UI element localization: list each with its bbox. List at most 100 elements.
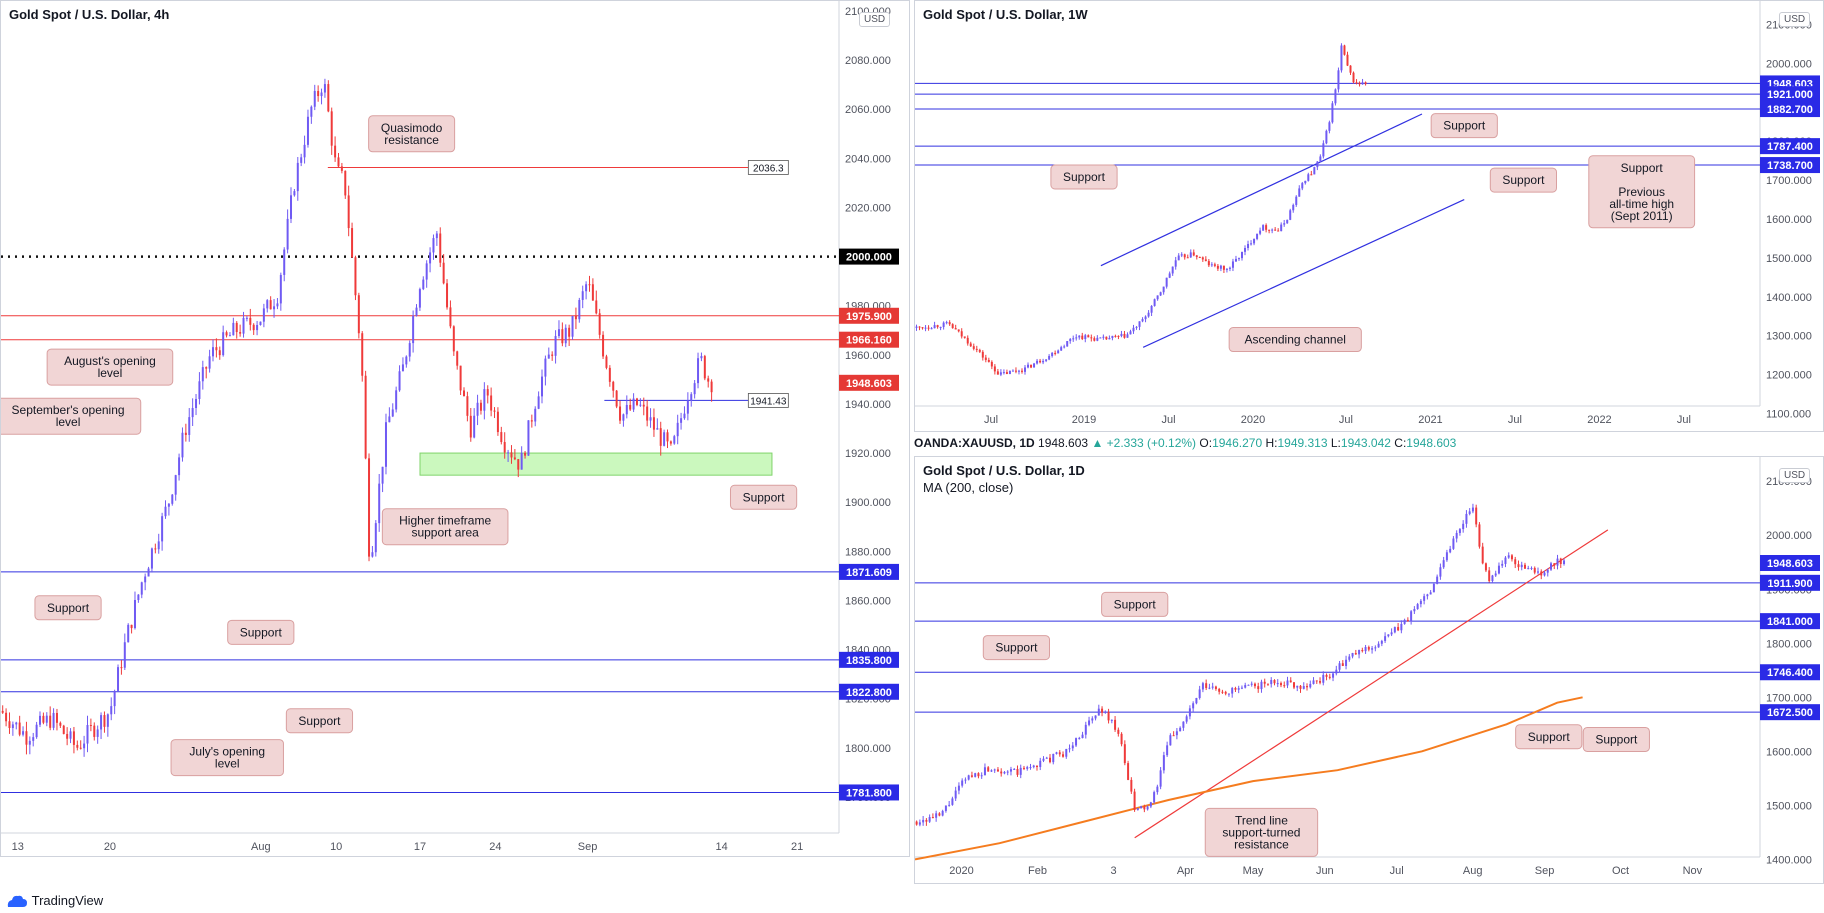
candle-body — [273, 306, 276, 310]
candle-body — [1432, 583, 1435, 593]
candle-body — [408, 343, 411, 357]
tradingview-logo[interactable]: TradingView — [6, 892, 103, 908]
candle-body — [252, 324, 255, 331]
candle-body — [1214, 686, 1217, 689]
candle-body — [334, 145, 337, 158]
candle-body — [493, 410, 496, 412]
candle-body — [1175, 731, 1178, 736]
candle-body — [1237, 258, 1240, 260]
candle-body — [1390, 632, 1393, 635]
candle-body — [1393, 627, 1396, 633]
annotation-callout-text: support area — [411, 526, 479, 540]
candle-body — [571, 315, 574, 337]
candle-body — [1266, 683, 1269, 685]
candle-body — [933, 325, 936, 329]
candle-body — [1553, 563, 1556, 566]
candle-body — [1185, 716, 1188, 722]
symbol-label[interactable]: OANDA:XAUUSD, 1D — [914, 436, 1035, 450]
candle-body — [922, 819, 925, 823]
annotation-callout-text: September's opening — [12, 403, 125, 417]
candle-body — [398, 371, 401, 391]
candle-body — [1507, 555, 1510, 558]
candle-body — [547, 354, 550, 359]
candle-body — [625, 404, 628, 415]
candle-body — [496, 411, 499, 433]
candle-body — [1452, 538, 1455, 549]
chart-panel-1w[interactable]: 1100.000 1200.000 1300.000 1400.000 1500.000… — [914, 0, 1824, 432]
candle-body — [1478, 524, 1481, 547]
candle-body — [1198, 256, 1201, 258]
candle-body — [452, 326, 455, 352]
candle-body — [1286, 680, 1289, 686]
candle-body — [951, 798, 954, 805]
candle-body — [1416, 604, 1419, 610]
candle-body — [1510, 555, 1513, 560]
price-axis-tag-label: 1672.500 — [1767, 707, 1813, 719]
candle-body — [188, 417, 191, 435]
candle-body — [1533, 567, 1536, 573]
candle-body — [381, 466, 384, 484]
candle-body — [1361, 650, 1364, 652]
candle-body — [1299, 685, 1302, 689]
candle-body — [1543, 572, 1546, 576]
candle-body — [1296, 685, 1299, 688]
candle-body — [432, 238, 435, 253]
price-axis-tag-label: 1882.700 — [1767, 104, 1813, 116]
time-axis-tick-label: 2021 — [1418, 414, 1442, 426]
candle-body — [1084, 335, 1087, 340]
candle-body — [605, 356, 608, 368]
candle-body — [117, 667, 120, 691]
annotation-callout-text: resistance — [1234, 837, 1289, 851]
candle-body — [1225, 268, 1228, 270]
candle-body — [1179, 727, 1182, 732]
price-axis-tick-label: 1200.000 — [1766, 370, 1812, 382]
candle-body — [1289, 680, 1292, 683]
candle-body — [364, 375, 367, 459]
price-axis-tag — [1760, 704, 1820, 721]
candle-body — [435, 233, 438, 239]
candle-body — [1262, 225, 1265, 231]
candle-body — [1117, 729, 1120, 734]
currency-badge-1w[interactable]: USD — [1779, 12, 1811, 27]
candle-body — [1107, 711, 1110, 721]
candle-body — [1153, 299, 1156, 306]
candle-body — [32, 737, 35, 741]
chart-panel-4h[interactable]: 1780.0001800.0001820.0001840.0001860.000… — [0, 0, 910, 857]
time-axis-tick-label: Sep — [578, 841, 598, 853]
support-zone — [419, 452, 773, 476]
candle-body — [195, 398, 198, 409]
candle-body — [1527, 568, 1530, 570]
candle-body — [957, 785, 960, 791]
candle-body — [537, 396, 540, 409]
candle-body — [1400, 623, 1403, 631]
price-axis-tag — [1760, 138, 1820, 155]
price-axis-tick-label: 2000.000 — [1766, 530, 1812, 542]
currency-badge-4h[interactable]: USD — [859, 12, 891, 27]
candle-body — [1000, 771, 1003, 774]
annotation-callout-text: Quasimodo — [381, 121, 443, 135]
chart-panel-1d[interactable]: 1400.000 1500.000 1600.000 1700.000 1800.000… — [914, 456, 1824, 884]
candle-body — [1455, 532, 1458, 539]
chart-svg-4h[interactable]: 1780.0001800.0001820.0001840.0001860.000… — [1, 1, 910, 857]
currency-badge-1d[interactable]: USD — [1779, 468, 1811, 483]
candle-body — [174, 475, 177, 495]
candle-body — [479, 402, 482, 411]
price-axis-tag — [1760, 613, 1820, 630]
candle-body — [466, 396, 469, 416]
candle-body — [703, 356, 706, 379]
candle-body — [1022, 767, 1025, 769]
candle-body — [1241, 251, 1244, 259]
candle-body — [1011, 370, 1014, 372]
candle-body — [300, 157, 303, 163]
indicator-label-ma[interactable]: MA (200, close) — [923, 480, 1014, 495]
candle-body — [1514, 559, 1517, 565]
annotation-callout-text: Support — [298, 714, 341, 728]
annotation-callout-text: Support — [1595, 732, 1638, 746]
candle-body — [693, 383, 696, 395]
candle-body — [191, 408, 194, 418]
time-axis-tick-label: Jul — [1161, 414, 1175, 426]
chart-svg-1d[interactable]: 1400.000 1500.000 1600.000 1700.000 1800.000… — [915, 457, 1824, 884]
candle-body — [198, 381, 201, 399]
candle-body — [59, 722, 62, 726]
chart-svg-1w[interactable]: 1100.000 1200.000 1300.000 1400.000 1500.000… — [915, 1, 1824, 432]
